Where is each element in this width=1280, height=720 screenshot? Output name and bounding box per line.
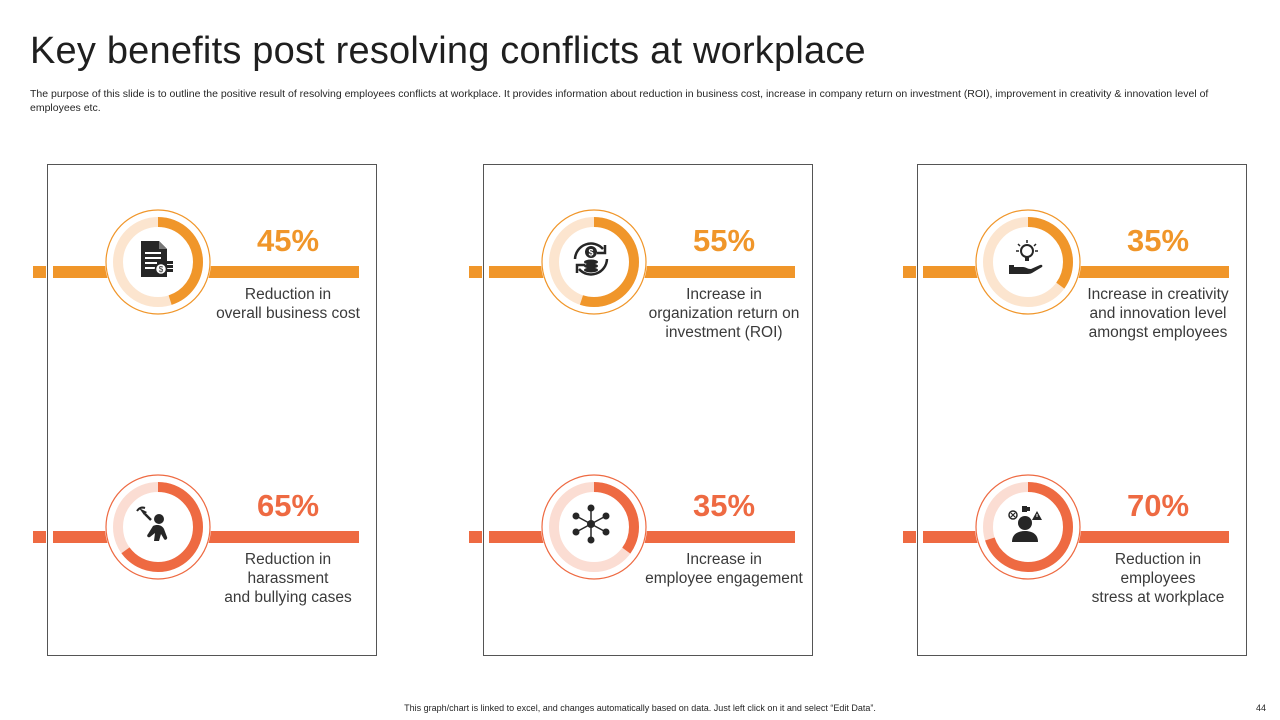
donut-value-arc — [549, 482, 639, 572]
benefit-panel-1: $45% Reduction in overall business cost 6… — [33, 164, 378, 656]
benefit-description: Reduction in employees stress at workpla… — [1091, 551, 1225, 606]
benefit-panel-3: 35% Increase in creativity and innovation… — [903, 164, 1248, 656]
slide-title: Key benefits post resolving conflicts at… — [30, 30, 866, 72]
donut-chart — [541, 474, 647, 580]
accent-bar-stub — [33, 266, 46, 278]
accent-bar-stub — [469, 266, 482, 278]
coin-cycle-icon: $ — [569, 237, 619, 287]
stressed-person-icon — [1003, 502, 1053, 552]
donut-value-arc — [113, 217, 203, 307]
benefit-panel-2: $55% Increase in organization return on i… — [469, 164, 814, 656]
donut-gauge — [105, 474, 211, 580]
document-dollar-icon: $ — [133, 237, 183, 287]
harassment-icon — [133, 502, 183, 552]
donut-chart — [541, 209, 647, 315]
accent-bar-stub — [469, 531, 482, 543]
page-number: 44 — [1255, 703, 1266, 713]
donut-gauge: $ — [105, 209, 211, 315]
percent-value: 35% — [1126, 223, 1190, 258]
donut-value-arc — [983, 217, 1073, 307]
percent-value: 45% — [256, 223, 320, 258]
benefit-card-5[interactable]: 35% Increase in employee engagement — [469, 450, 814, 670]
slide-subtitle: The purpose of this slide is to outline … — [30, 88, 1209, 114]
benefit-description: Increase in creativity and innovation le… — [1087, 286, 1229, 341]
donut-value-arc — [983, 482, 1073, 572]
footer-note: This graph/chart is linked to excel, and… — [404, 703, 876, 713]
benefit-card-1[interactable]: $45% Reduction in overall business cost — [33, 185, 378, 405]
benefit-card-4[interactable]: 65% Reduction in harassment and bullying … — [33, 450, 378, 670]
donut-gauge: $ — [541, 209, 647, 315]
donut-gauge — [975, 474, 1081, 580]
benefit-description: Reduction in overall business cost — [216, 286, 360, 322]
benefit-description: Reduction in harassment and bullying cas… — [224, 551, 352, 606]
team-network-icon — [569, 502, 619, 552]
accent-bar-stub — [33, 531, 46, 543]
svg-text:$: $ — [588, 248, 593, 258]
benefit-card-6[interactable]: 70% Reduction in employees stress at work… — [903, 450, 1248, 670]
donut-value-arc — [549, 217, 639, 307]
donut-gauge — [975, 209, 1081, 315]
donut-chart — [975, 209, 1081, 315]
benefit-card-2[interactable]: $55% Increase in organization return on i… — [469, 185, 814, 405]
benefit-description: Increase in organization return on inves… — [648, 286, 800, 341]
benefit-description: Increase in employee engagement — [645, 551, 803, 587]
accent-bar-stub — [903, 266, 916, 278]
donut-value-arc — [113, 482, 203, 572]
lightbulb-hand-icon — [1003, 237, 1053, 287]
percent-value: 70% — [1126, 488, 1190, 523]
percent-value: 35% — [692, 488, 756, 523]
svg-text:$: $ — [159, 265, 164, 274]
accent-bar-stub — [903, 531, 916, 543]
benefit-card-3[interactable]: 35% Increase in creativity and innovation… — [903, 185, 1248, 405]
percent-value: 55% — [692, 223, 756, 258]
donut-gauge — [541, 474, 647, 580]
percent-value: 65% — [256, 488, 320, 523]
